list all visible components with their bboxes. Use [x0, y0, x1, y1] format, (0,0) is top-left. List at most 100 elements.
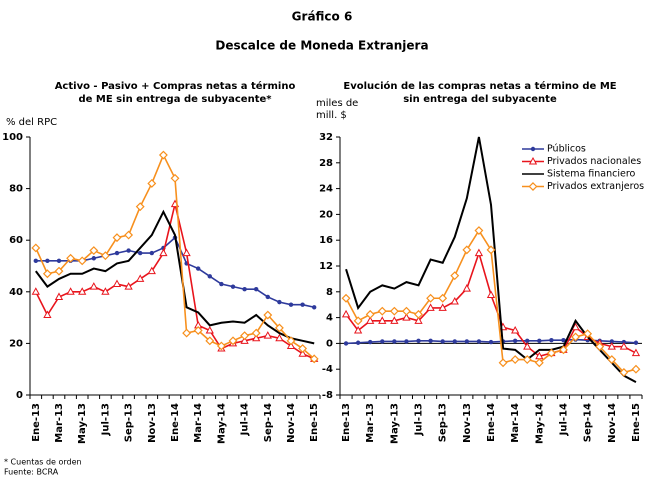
y-tick-label: 8: [326, 287, 333, 298]
marker: [416, 338, 421, 344]
marker: [440, 339, 445, 344]
series-line: [35, 236, 315, 309]
marker: [228, 336, 238, 346]
marker: [619, 342, 629, 350]
marker: [390, 316, 399, 324]
marker: [511, 325, 520, 334]
y-tick-label: 20: [319, 209, 333, 220]
marker: [219, 281, 224, 287]
marker: [89, 246, 99, 255]
marker: [112, 279, 122, 288]
x-tick-label: Ene-15: [309, 403, 320, 442]
x-tick-label: Sep-13: [438, 403, 449, 442]
marker: [309, 354, 319, 364]
marker: [298, 344, 308, 354]
marker: [607, 355, 617, 364]
x-tick-label: Jul-14: [240, 403, 251, 436]
legend-marker: [528, 156, 538, 165]
chart-title: Evolución de las compras netas a término…: [343, 80, 616, 92]
marker: [66, 287, 75, 295]
marker: [414, 316, 423, 324]
marker: [368, 339, 373, 345]
marker: [78, 287, 87, 295]
marker: [149, 250, 154, 256]
marker: [182, 328, 192, 338]
y-tick-label: 0: [326, 338, 333, 349]
marker: [230, 284, 236, 289]
marker: [274, 323, 284, 333]
y-tick-label: 40: [9, 287, 23, 298]
marker: [476, 339, 482, 344]
marker: [450, 271, 460, 281]
marker: [414, 309, 423, 319]
marker: [252, 333, 261, 342]
marker: [571, 332, 581, 342]
y-tick-label: 28: [319, 158, 333, 169]
x-tick-label: Nov-13: [147, 403, 158, 443]
marker: [426, 303, 435, 311]
x-tick-label: May-13: [389, 403, 400, 444]
marker: [251, 328, 261, 338]
marker: [353, 325, 363, 334]
y-tick-label: 60: [9, 235, 23, 246]
marker: [402, 313, 411, 321]
legend-label: Privados extranjeros: [547, 181, 644, 192]
marker: [42, 269, 52, 279]
marker: [464, 339, 470, 344]
marker: [619, 367, 629, 377]
marker: [298, 349, 307, 357]
marker: [263, 310, 273, 320]
marker: [205, 325, 214, 334]
x-tick-label: Mar-13: [365, 403, 376, 443]
figure-title: Gráfico 6: [292, 10, 353, 24]
marker: [135, 202, 145, 212]
marker: [312, 305, 317, 310]
marker: [124, 282, 133, 290]
marker: [450, 296, 459, 305]
x-tick-label: Jul-13: [414, 403, 425, 436]
marker: [462, 284, 471, 292]
marker: [205, 336, 215, 346]
marker: [124, 230, 134, 240]
source: Fuente: BCRA: [4, 468, 59, 477]
x-tick-label: May-14: [534, 403, 545, 444]
marker: [512, 338, 518, 344]
marker: [126, 248, 131, 253]
marker: [462, 245, 472, 255]
x-tick-label: Ene-14: [170, 403, 181, 442]
marker: [341, 309, 351, 318]
marker: [486, 290, 496, 299]
legend-label: Sistema financiero: [547, 169, 636, 180]
marker: [45, 258, 50, 264]
y-tick-label: 100: [2, 132, 23, 143]
marker: [522, 355, 532, 364]
marker: [158, 150, 168, 160]
marker: [392, 339, 397, 344]
marker: [561, 337, 566, 343]
x-tick-label: Sep-14: [263, 403, 274, 442]
chart-title: de ME sin entrega de subyacente*: [79, 94, 273, 105]
x-tick-label: Ene-13: [31, 403, 42, 442]
chart-title: Activo - Pasivo + Compras netas a términ…: [55, 80, 296, 92]
marker: [182, 248, 191, 257]
marker: [378, 316, 387, 324]
y-tick-label: -4: [322, 364, 333, 375]
x-tick-label: Nov-13: [462, 403, 473, 443]
marker: [101, 287, 110, 295]
marker: [559, 345, 568, 355]
marker: [277, 299, 282, 305]
marker: [196, 266, 201, 271]
marker: [54, 292, 64, 300]
chart-title: sin entrega del subyacente: [403, 94, 557, 105]
marker: [549, 337, 554, 343]
marker: [365, 309, 375, 319]
marker: [100, 251, 110, 261]
y-tick-label: 16: [319, 235, 333, 246]
y-tick-label: 4: [326, 313, 333, 324]
y-tick-label: 32: [319, 132, 333, 143]
marker: [380, 339, 385, 344]
y-tick-label: 20: [9, 338, 23, 349]
marker: [474, 248, 484, 257]
marker: [43, 310, 52, 319]
